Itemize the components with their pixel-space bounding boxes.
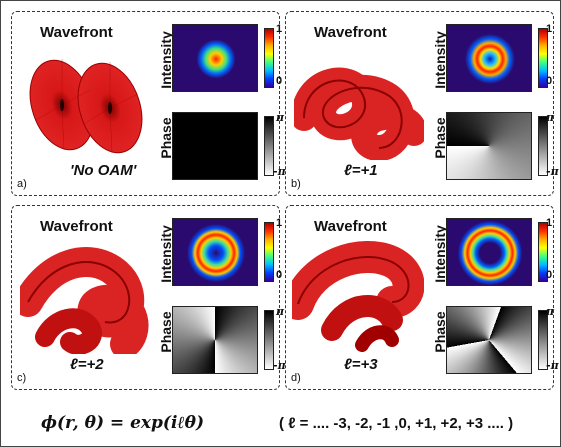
panel-b: Wavefront b) ℓ=+1 Intensity Phase	[285, 11, 554, 196]
intensity-colorbar	[264, 222, 274, 282]
intensity-max-label: 1	[276, 217, 283, 229]
oam-caption: 'No OAM'	[70, 162, 137, 179]
phase-colorbar	[538, 310, 548, 370]
phase-formula: ϕ(r, θ) = exp(iℓθ)	[41, 413, 205, 433]
phase-map	[172, 112, 258, 180]
wavefront-title: Wavefront	[40, 24, 113, 41]
intensity-map	[446, 24, 532, 92]
phase-colorbar	[264, 310, 274, 370]
panel-tag: b)	[291, 178, 301, 190]
phase-max-label: π	[546, 305, 555, 318]
wavefront-helix-l2-illustration	[20, 247, 149, 354]
oam-caption: ℓ=+2	[70, 356, 104, 373]
intensity-min-label: 0	[276, 75, 283, 87]
oam-caption: ℓ=+3	[344, 356, 378, 373]
phase-colorbar	[264, 116, 274, 176]
oam-values-note: ( ℓ = .... -3, -2, -1 ,0, +1, +2, +3 ...…	[279, 415, 514, 432]
wavefront-title: Wavefront	[314, 24, 387, 41]
intensity-map	[172, 218, 258, 286]
intensity-min-label: 0	[276, 269, 283, 281]
intensity-colorbar	[538, 28, 548, 88]
phase-map	[446, 306, 532, 374]
panel-d: Wavefront d) ℓ=+3 Intensity Phase	[285, 205, 554, 390]
phase-min-label: -π	[546, 165, 559, 178]
phase-min-label: -π	[273, 359, 286, 372]
panel-tag: c)	[17, 372, 27, 384]
panel-tag: d)	[291, 372, 301, 384]
intensity-map	[172, 24, 258, 92]
wavefront-helix-l3-illustration	[292, 241, 424, 352]
phase-max-label: π	[276, 305, 285, 318]
phase-map	[446, 112, 532, 180]
phase-colorbar	[538, 116, 548, 176]
phase-min-label: -π	[546, 359, 559, 372]
phase-max-label: π	[276, 111, 285, 124]
intensity-colorbar	[538, 222, 548, 282]
intensity-colorbar	[264, 28, 274, 88]
intensity-max-label: 1	[546, 23, 553, 35]
intensity-max-label: 1	[546, 217, 553, 229]
panel-tag: a)	[17, 178, 27, 190]
wavefront-plane-illustration	[29, 59, 143, 154]
wavefront-title: Wavefront	[314, 218, 387, 235]
wavefront-title: Wavefront	[40, 218, 113, 235]
intensity-map	[446, 218, 532, 286]
oam-caption: ℓ=+1	[344, 162, 378, 179]
intensity-min-label: 0	[546, 75, 553, 87]
intensity-max-label: 1	[276, 23, 283, 35]
phase-map	[172, 306, 258, 374]
panel-c: Wavefront c) ℓ=+2 Intensity Phase	[11, 205, 280, 390]
wavefront-helix-l1-illustration	[294, 67, 424, 160]
phase-max-label: π	[546, 111, 555, 124]
intensity-min-label: 0	[546, 269, 553, 281]
panel-a: Wavefront a) 'No OAM' Intensity	[11, 11, 280, 196]
phase-min-label: -π	[273, 165, 286, 178]
